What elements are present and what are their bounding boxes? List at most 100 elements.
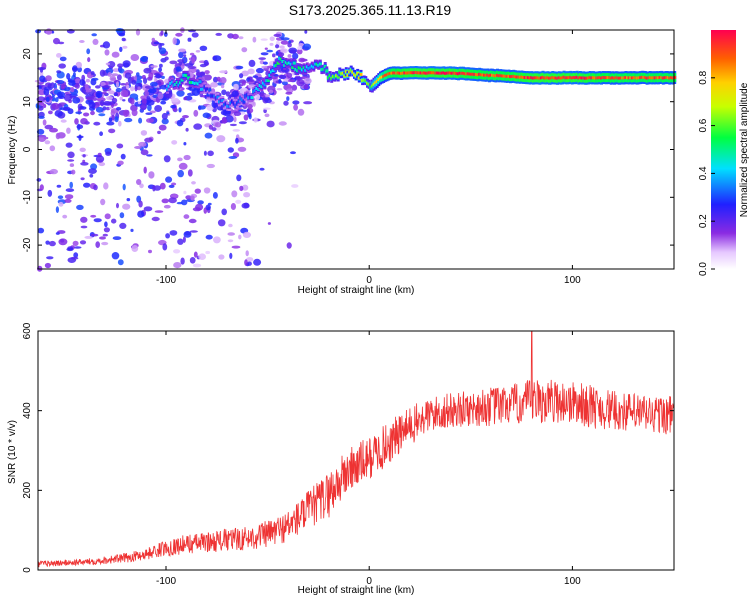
spectrogram-noise-blob	[63, 94, 73, 102]
spectrogram-noise-blob	[237, 146, 247, 152]
spectrogram-noise-blob	[238, 234, 242, 240]
spectrogram-noise-blob	[93, 184, 98, 191]
spectrogram-signal-core	[434, 71, 438, 75]
spectrogram-signal-core	[182, 73, 186, 77]
spectrogram-noise-blob	[169, 60, 178, 65]
colorbar-tick-label: 0.2	[698, 214, 709, 228]
spectrogram-signal-core	[261, 81, 265, 85]
spectrogram-signal-core	[266, 79, 270, 83]
spectrogram-noise-blob	[79, 40, 85, 43]
snr-y-tick-label: 0	[22, 567, 33, 573]
spectrogram-signal-core	[552, 76, 556, 80]
spectrogram-noise-blob	[203, 74, 212, 81]
spectrogram-signal-core	[247, 96, 251, 100]
spectrogram-noise-blob	[75, 111, 83, 115]
spectrogram-noise-blob	[221, 89, 227, 96]
spectrogram-signal-core	[179, 81, 182, 85]
spectrogram-signal-core	[385, 73, 389, 77]
spectrogram-noise-blob	[238, 36, 244, 40]
spectrogram-noise-blob	[239, 185, 244, 192]
spectrogram-noise-blob	[67, 159, 75, 162]
spectrogram-noise-blob	[85, 96, 94, 100]
spectrogram-noise-blob	[137, 210, 145, 218]
spectrogram-noise-blob	[303, 83, 309, 90]
spectrogram-signal-core	[240, 98, 244, 102]
spectrogram-signal-core	[665, 76, 669, 79]
spectrogram-signal-core	[353, 72, 356, 76]
spectrogram-signal-core	[270, 70, 273, 74]
spectrogram-signal-core	[421, 71, 425, 75]
spectrogram-noise-blob	[248, 79, 255, 82]
snr-background	[38, 331, 674, 570]
spectrogram-noise-blob	[116, 143, 124, 149]
spectrogram-signal-core	[174, 83, 178, 86]
spectrogram-noise-blob	[187, 66, 197, 69]
spectrogram-noise-blob	[205, 234, 213, 240]
spectrogram-noise-blob	[122, 60, 131, 68]
spectrogram-signal-core	[635, 76, 639, 80]
spectrogram-signal-core	[643, 76, 647, 79]
spectrogram-signal-core	[296, 69, 300, 73]
spectrogram-signal-core	[478, 72, 482, 76]
spectrogram-signal-core	[577, 76, 581, 80]
spectrogram-noise-blob	[181, 199, 188, 206]
spectrogram-noise-blob	[90, 214, 97, 218]
spectrogram-signal-core	[237, 99, 241, 103]
spectrogram-signal-core	[224, 102, 228, 106]
spectrogram-noise-blob	[134, 85, 138, 92]
spectrogram-signal-core	[265, 79, 269, 83]
spectrogram-noise-blob	[175, 32, 183, 37]
spectrogram-signal-core	[499, 74, 503, 78]
spectrogram-noise-blob	[72, 65, 78, 73]
spectrogram-noise-blob	[241, 184, 249, 191]
spectrogram-noise-blob	[141, 75, 146, 80]
spectrogram-noise-blob	[150, 81, 158, 87]
spectrogram-noise-blob	[227, 239, 234, 243]
snr-x-axis-label: Height of straight line (km)	[298, 585, 415, 596]
spectrogram-noise-blob	[176, 90, 185, 97]
spectrogram-signal-core	[543, 76, 547, 80]
spectrogram-noise-blob	[154, 105, 163, 112]
spectrogram-noise-blob	[95, 155, 105, 163]
spectrogram-signal-core	[578, 76, 582, 79]
spectrogram-noise-blob	[58, 238, 68, 246]
spectrogram-signal-core	[278, 56, 282, 60]
spectrogram-noise-blob	[247, 68, 255, 75]
spectrogram-noise-blob	[99, 236, 106, 240]
spectrogram-noise-blob	[105, 151, 112, 156]
spectrogram-signal-core	[341, 71, 345, 75]
spectrogram-signal-core	[276, 61, 280, 65]
spectrogram-signal-core	[538, 76, 542, 80]
spectrogram-signal-core	[268, 73, 272, 77]
spectrogram-noise-blob	[187, 37, 192, 42]
spectrogram-noise-blob	[98, 162, 106, 167]
spectrogram-signal-core	[487, 74, 491, 78]
spectrogram-noise-blob	[79, 79, 85, 86]
spectrogram-signal-core	[372, 82, 376, 86]
spectrogram-signal-core	[439, 71, 443, 75]
spectrogram-noise-blob	[84, 83, 89, 91]
spectrogram-signal-core	[645, 76, 649, 80]
spectrogram-signal-core	[590, 76, 594, 80]
spectrogram-signal-core	[294, 67, 298, 71]
spectrogram-noise-blob	[47, 189, 53, 197]
spectrogram-noise-blob	[168, 197, 177, 204]
spectrogram-noise-blob	[130, 228, 134, 232]
spectrogram-noise-blob	[64, 198, 72, 203]
spectrogram-signal-core	[440, 71, 444, 75]
spectrogram-signal-core	[271, 69, 275, 73]
spectrogram-signal-core	[661, 76, 665, 80]
spectrogram-signal-core	[515, 75, 519, 79]
spectrogram-noise-blob	[189, 230, 198, 233]
spectrogram-noise-blob	[221, 208, 227, 216]
spectrogram-signal-core	[328, 74, 332, 78]
spectrogram-signal-core	[231, 100, 234, 103]
spectrogram-noise-blob	[229, 123, 237, 127]
spectrogram-noise-blob	[178, 162, 188, 170]
spectrogram-noise-blob	[185, 127, 189, 132]
spectrogram-signal-core	[444, 71, 447, 75]
spectrogram-signal-core	[526, 76, 530, 80]
spectrogram-noise-blob	[70, 256, 79, 260]
spectrogram-noise-blob	[144, 137, 153, 143]
spectrogram-noise-blob	[159, 182, 166, 190]
